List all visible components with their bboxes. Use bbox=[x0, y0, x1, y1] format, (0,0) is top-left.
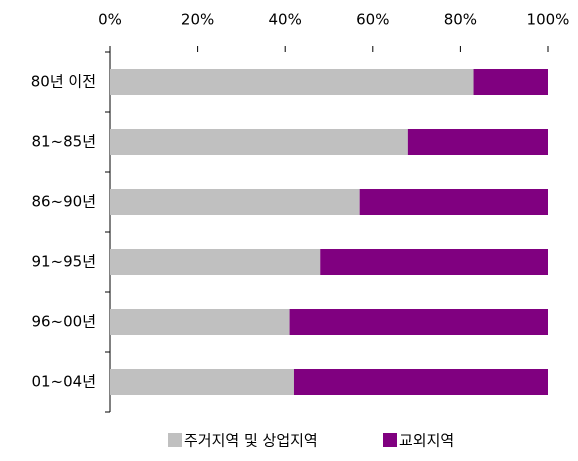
bar-segment bbox=[110, 189, 360, 215]
x-tick-label: 40% bbox=[269, 11, 302, 29]
bar-segment bbox=[110, 249, 321, 275]
y-tick-label: 86~90년 bbox=[31, 193, 96, 211]
x-tick-label: 100% bbox=[527, 11, 570, 29]
bar-segment bbox=[110, 129, 408, 155]
y-tick-label: 80년 이전 bbox=[31, 73, 96, 91]
bar-segment bbox=[110, 369, 294, 395]
bar-segment bbox=[359, 189, 548, 215]
y-tick-label: 96~00년 bbox=[31, 313, 96, 331]
legend-swatch bbox=[168, 433, 182, 447]
bar-segment bbox=[289, 309, 548, 335]
y-tick-label: 91~95년 bbox=[31, 253, 96, 271]
bar-segment bbox=[110, 69, 474, 95]
x-tick-label: 60% bbox=[356, 11, 389, 29]
legend-label: 교외지역 bbox=[399, 432, 454, 450]
bar-segment bbox=[293, 369, 548, 395]
y-tick-label: 01~04년 bbox=[31, 373, 96, 391]
bar-segment bbox=[320, 249, 548, 275]
legend-label: 주거지역 및 상업지역 bbox=[184, 432, 318, 450]
legend-swatch bbox=[383, 433, 397, 447]
bar-segment bbox=[473, 69, 548, 95]
y-tick-label: 81~85년 bbox=[31, 133, 96, 151]
x-tick-label: 80% bbox=[444, 11, 477, 29]
x-tick-label: 0% bbox=[98, 11, 122, 29]
bar-segment bbox=[110, 309, 290, 335]
x-tick-label: 20% bbox=[181, 11, 214, 29]
bar-segment bbox=[407, 129, 548, 155]
